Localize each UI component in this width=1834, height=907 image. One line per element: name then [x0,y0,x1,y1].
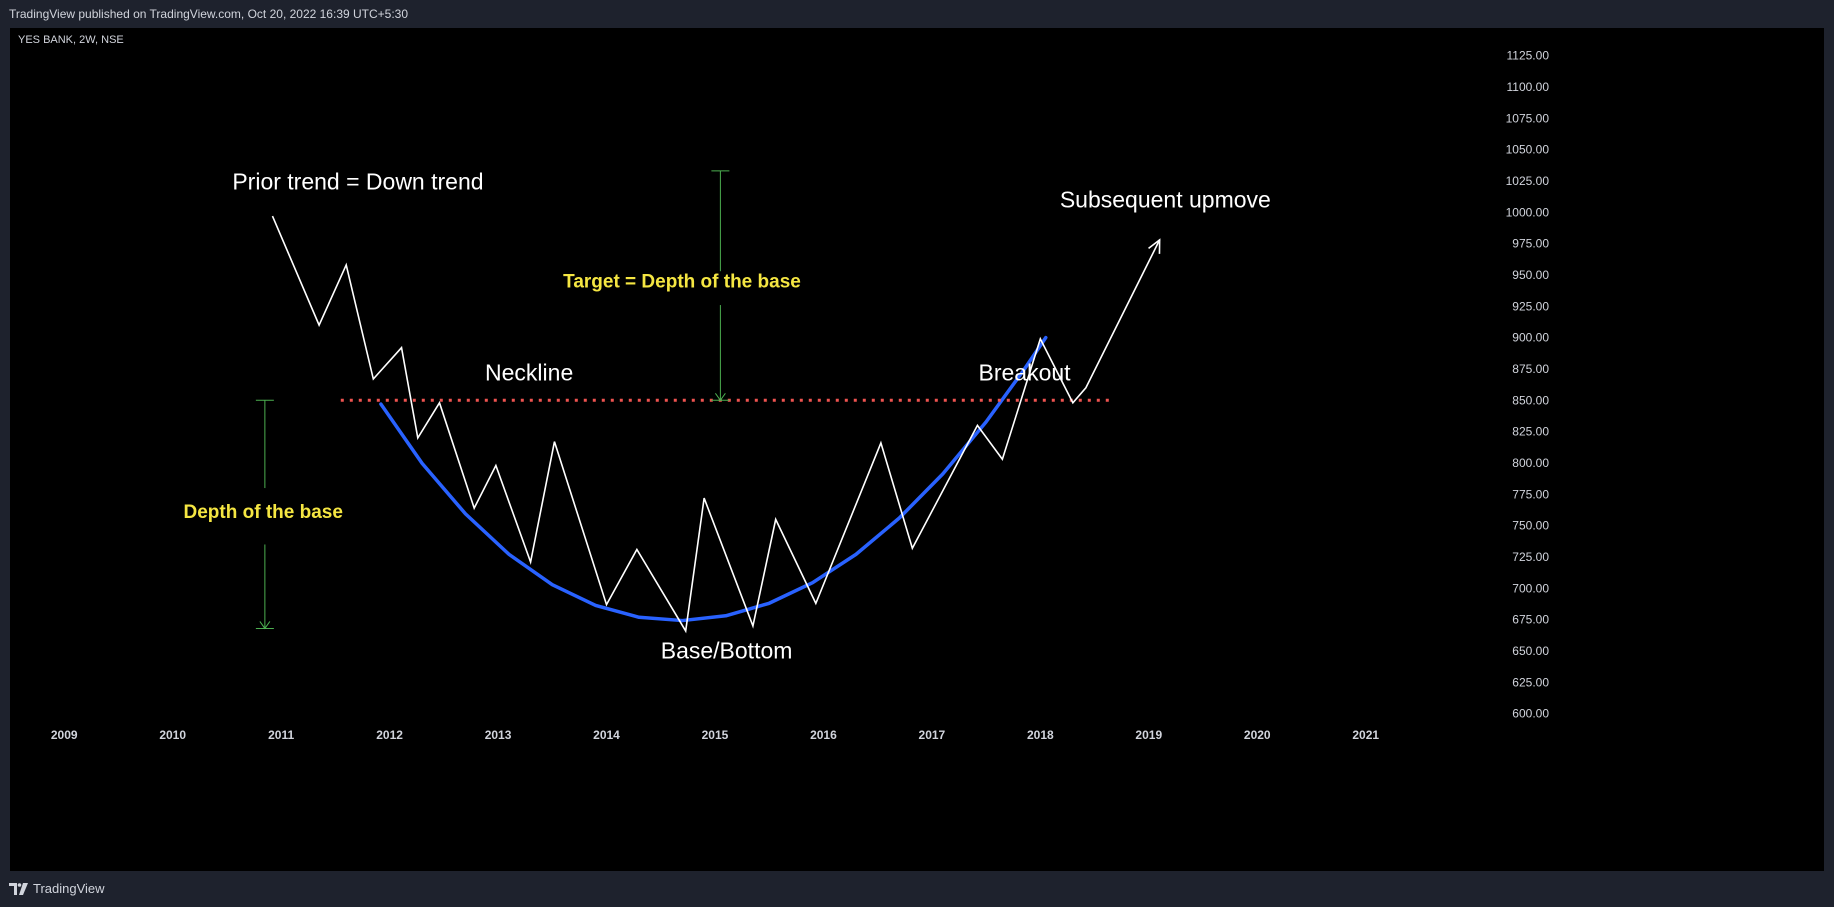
tradingview-logo[interactable]: TradingView [9,881,105,896]
measure-arrowhead [714,393,726,402]
base-curve [379,335,1048,623]
y-tick-label: 675.00 [1512,613,1549,627]
x-tick-label: 2009 [51,728,78,742]
symbol-label: YES BANK, 2W, NSE [18,34,124,46]
y-tick-label: 800.00 [1512,456,1549,470]
x-tick-label: 2015 [702,728,729,742]
y-tick-label: 875.00 [1512,362,1549,376]
y-tick-label: 825.00 [1512,425,1549,439]
x-tick-label: 2016 [810,728,837,742]
y-tick-label: 925.00 [1512,299,1549,313]
y-tick-label: 1100.00 [1507,80,1550,94]
annotation-label: Subsequent upmove [1060,186,1271,212]
y-tick-label: 1075.00 [1506,111,1550,125]
y-tick-label: 900.00 [1512,331,1549,345]
y-tick-label: 725.00 [1512,550,1549,564]
y-tick-label: 600.00 [1512,707,1549,721]
y-tick-label: 1025.00 [1506,174,1550,188]
x-tick-label: 2021 [1352,728,1379,742]
chart-area[interactable]: YES BANK, 2W, NSE 1125.00 1100.00 1075.00 1… [10,28,1824,871]
y-tick-label: 1050.00 [1506,143,1550,157]
y-tick-label: 1125.00 [1507,49,1550,63]
annotation-label: Prior trend = Down trend [232,169,483,195]
x-tick-label: 2011 [268,728,294,742]
top-bar: TradingView published on TradingView.com… [0,0,1834,28]
annotation-label: Neckline [485,359,573,385]
x-tick-label: 2013 [485,728,512,742]
x-tick-label: 2010 [159,728,186,742]
price-line [271,215,1161,634]
published-caption: TradingView published on TradingView.com… [9,7,409,21]
x-tick-label: 2018 [1027,728,1054,742]
y-tick-label: 850.00 [1512,393,1549,407]
x-tick-label: 2014 [593,728,620,742]
upmove-arrow [1148,238,1161,254]
annotation-label: Breakout [979,359,1072,385]
chart-svg: 1125.00 1100.00 1075.00 1050.00 1025.00 1000.… [51,49,1550,742]
x-tick-label: 2019 [1135,728,1162,742]
y-tick-label: 1000.00 [1506,205,1550,219]
y-tick-label: 975.00 [1512,237,1549,251]
y-tick-label: 775.00 [1512,487,1549,501]
brand-name: TradingView [33,881,105,896]
measure-arrowhead [259,621,271,630]
x-tick-label: 2017 [919,728,946,742]
annotation-label: Base/Bottom [661,638,793,664]
x-tick-label: 2012 [376,728,403,742]
tradingview-logo-icon [9,882,28,895]
annotation-label: Depth of the base [184,502,343,523]
y-tick-label: 625.00 [1512,675,1549,689]
bottom-bar: TradingView [0,872,1834,907]
x-tick-label: 2020 [1244,728,1271,742]
y-tick-label: 700.00 [1512,581,1549,595]
y-tick-label: 750.00 [1512,519,1549,533]
y-tick-label: 950.00 [1512,268,1549,282]
annotation-label: Target = Depth of the base [563,271,801,292]
y-tick-label: 650.00 [1512,644,1549,658]
